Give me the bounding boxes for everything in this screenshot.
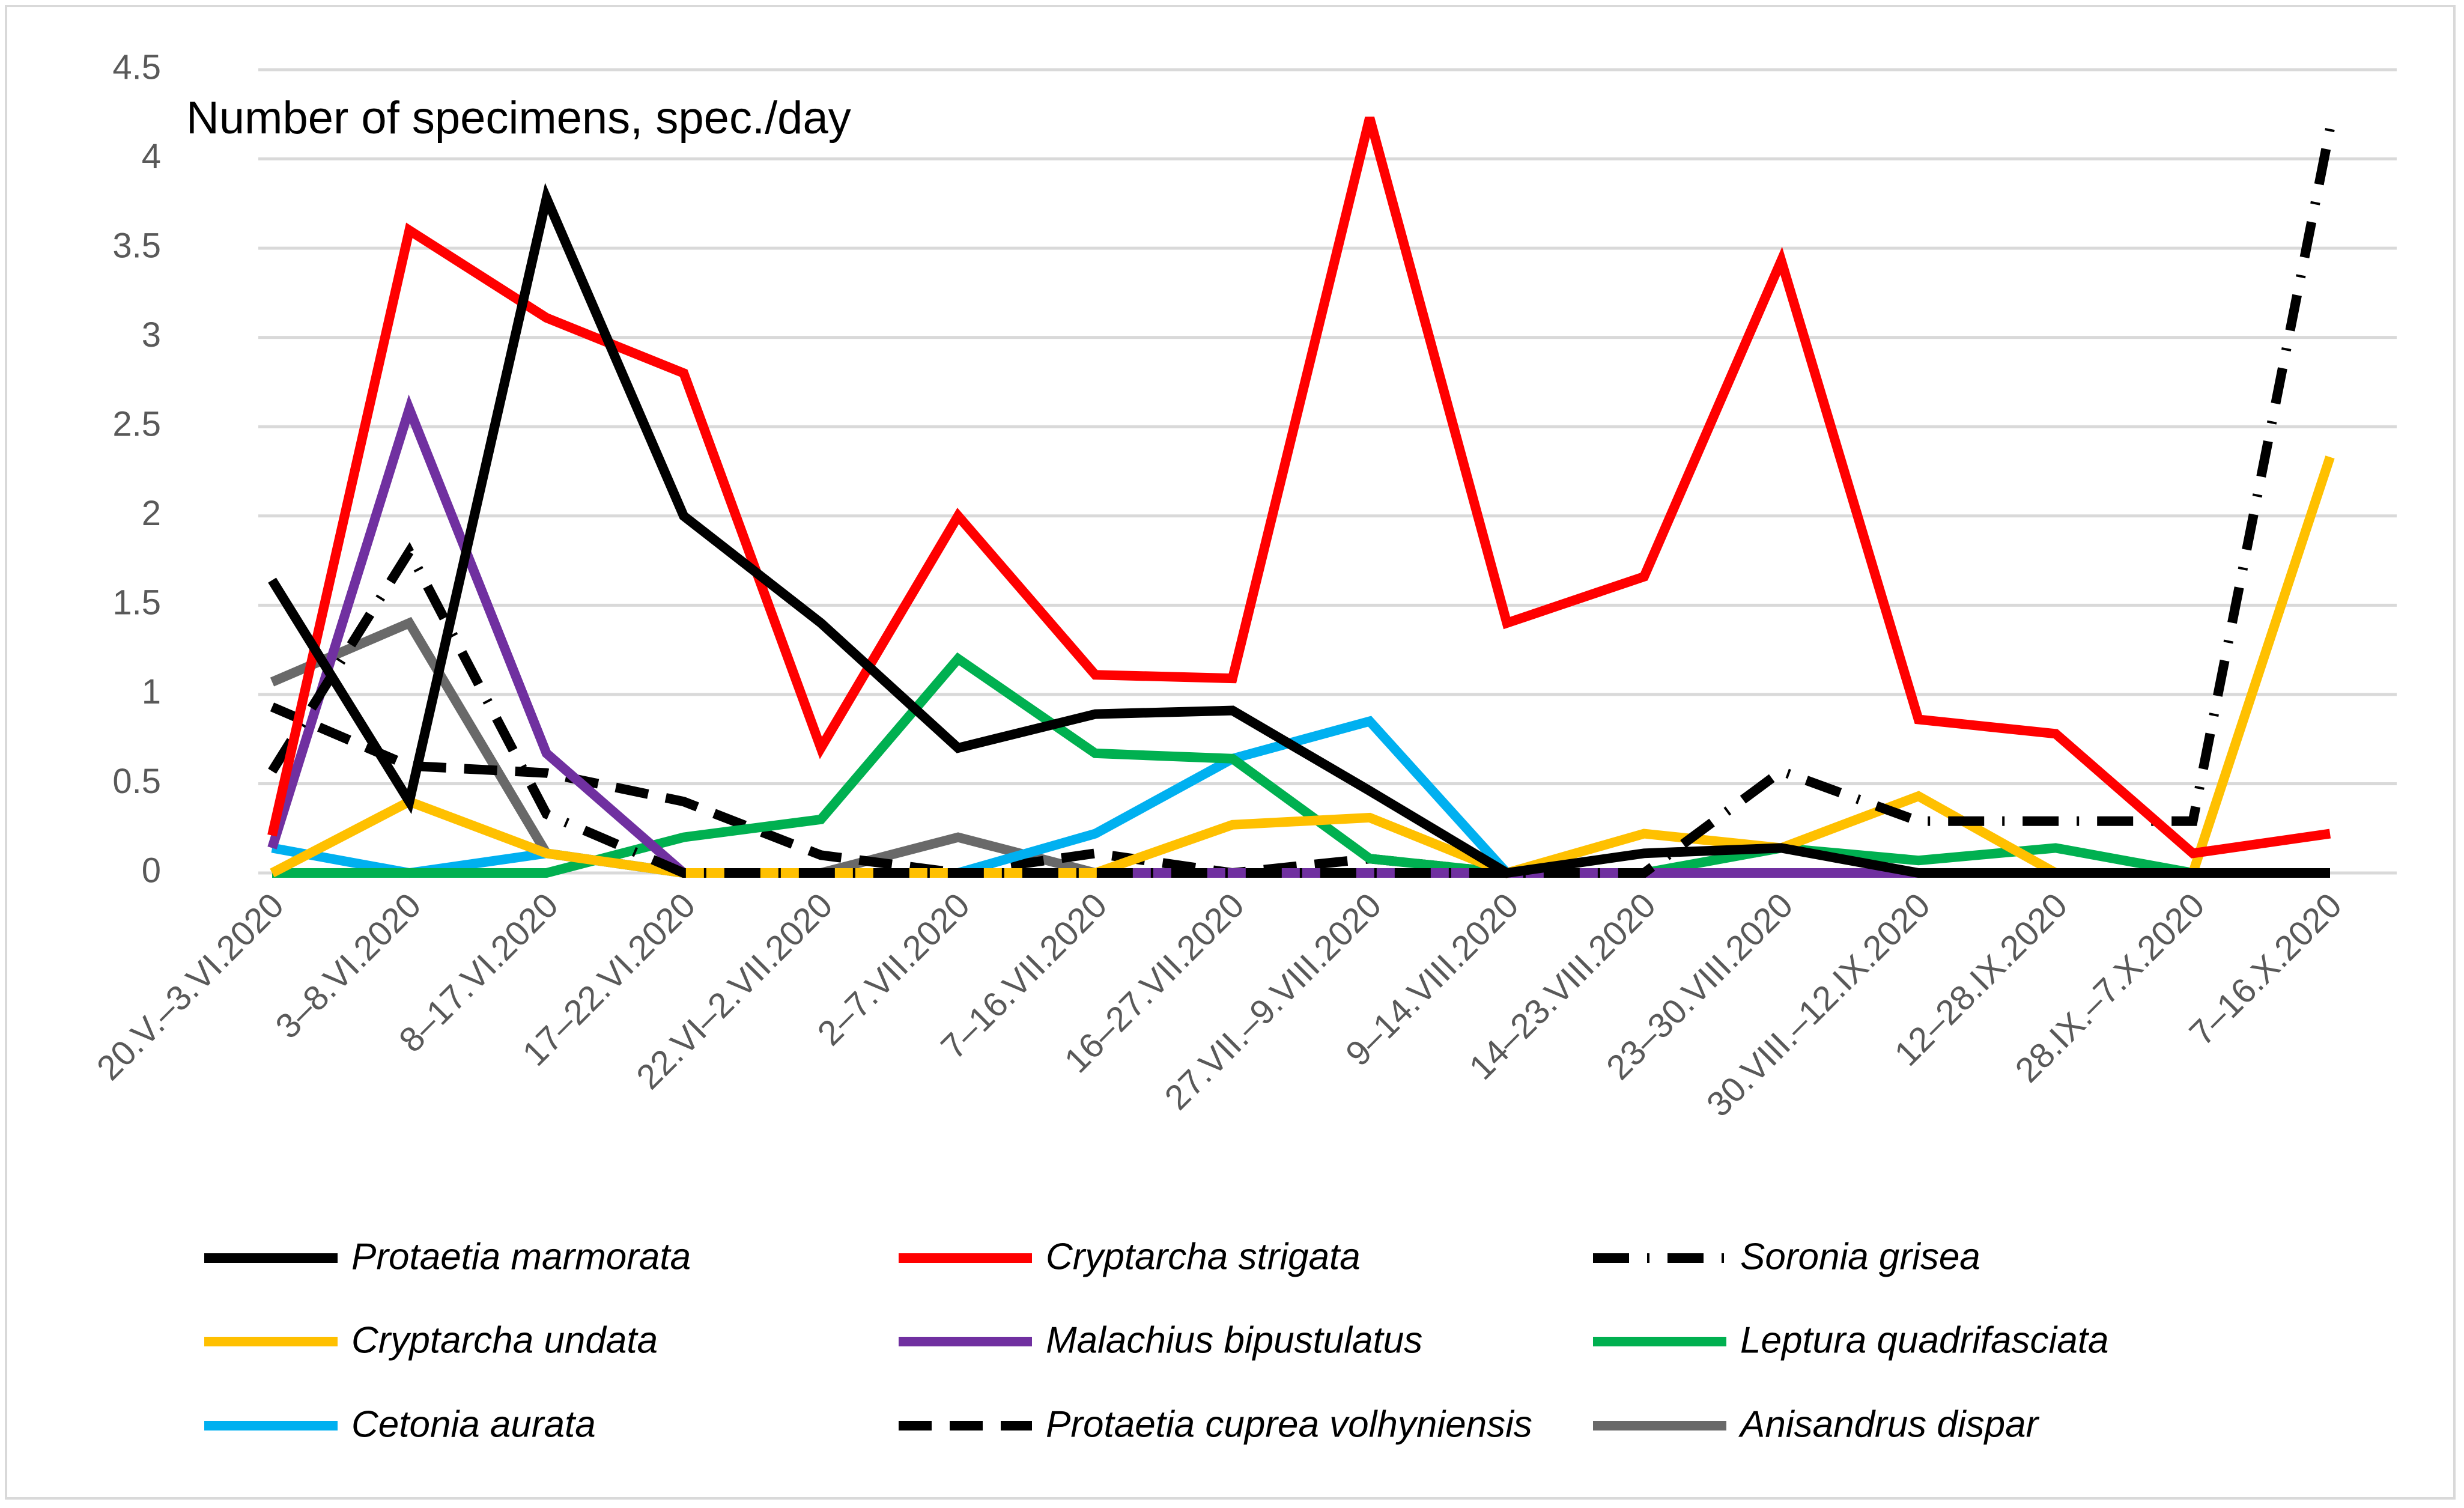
legend-label-malachius-bipustulatus: Malachius bipustulatus: [1046, 1319, 1422, 1361]
y-tick-label-4: 2: [142, 494, 161, 533]
y-tick-label-0: 0: [142, 851, 161, 890]
y-tick-label-3: 1.5: [112, 583, 161, 622]
y-tick-label-7: 3.5: [112, 226, 161, 265]
x-axis-tick-labels: 20.V.–3.VI.20203–8.VI.20208–17.VI.202017…: [90, 886, 2349, 1124]
legend-item-leptura-quadrifasciata: Leptura quadrifasciata: [1593, 1319, 2109, 1361]
legend-item-protaetia-cuprea-volhyniensis: Protaetia cuprea volhyniensis: [899, 1403, 1532, 1445]
y-axis-title: Number of specimens, spec./day: [186, 93, 851, 144]
legend-item-cryptarcha-undata: Cryptarcha undata: [204, 1319, 658, 1361]
x-tick-label-12: 30.VIII.–12.IX.2020: [1699, 886, 1938, 1124]
legend-label-protaetia-marmorata: Protaetia marmorata: [351, 1236, 691, 1277]
legend-item-cetonia-aurata: Cetonia aurata: [204, 1403, 596, 1445]
legend-item-cryptarcha-strigata: Cryptarcha strigata: [899, 1236, 1361, 1277]
series-line-cryptarcha-undata: [270, 455, 2335, 878]
y-tick-label-1: 0.5: [112, 762, 161, 801]
y-tick-label-9: 4.5: [112, 47, 161, 87]
y-tick-label-6: 3: [142, 315, 161, 354]
series-lines: [267, 117, 2335, 878]
y-tick-label-2: 1: [142, 672, 161, 711]
series-line-soronia-grisea: [268, 127, 2335, 878]
y-tick-label-8: 4: [142, 137, 161, 176]
legend-label-protaetia-cuprea-volhyniensis: Protaetia cuprea volhyniensis: [1046, 1403, 1532, 1445]
legend-label-cryptarcha-undata: Cryptarcha undata: [351, 1319, 658, 1361]
series-line-protaetia-marmorata: [268, 183, 2330, 878]
legend: Protaetia marmorata Cryptarcha strigata So…: [204, 1236, 2109, 1445]
legend-label-anisandrus-dispar: Anisandrus dispar: [1738, 1403, 2040, 1445]
legend-label-cetonia-aurata: Cetonia aurata: [351, 1403, 596, 1445]
y-tick-label-5: 2.5: [112, 405, 161, 444]
legend-label-leptura-quadrifasciata: Leptura quadrifasciata: [1740, 1319, 2109, 1361]
legend-item-malachius-bipustulatus: Malachius bipustulatus: [899, 1319, 1422, 1361]
legend-label-cryptarcha-strigata: Cryptarcha strigata: [1046, 1236, 1361, 1277]
x-tick-label-0: 20.V.–3.VI.2020: [90, 886, 291, 1087]
chart-border: [5, 5, 2456, 1500]
legend-label-soronia-grisea: Soronia grisea: [1740, 1236, 1980, 1277]
legend-item-anisandrus-dispar: Anisandrus dispar: [1593, 1403, 2040, 1445]
legend-item-protaetia-marmorata: Protaetia marmorata: [204, 1236, 691, 1277]
y-axis-tick-labels: 0 0.5 1 1.5 2 2.5 3 3.5 4 4.5: [112, 47, 161, 890]
legend-item-soronia-grisea: Soronia grisea: [1593, 1236, 1980, 1277]
series-line-leptura-quadrifasciata: [272, 652, 2330, 878]
